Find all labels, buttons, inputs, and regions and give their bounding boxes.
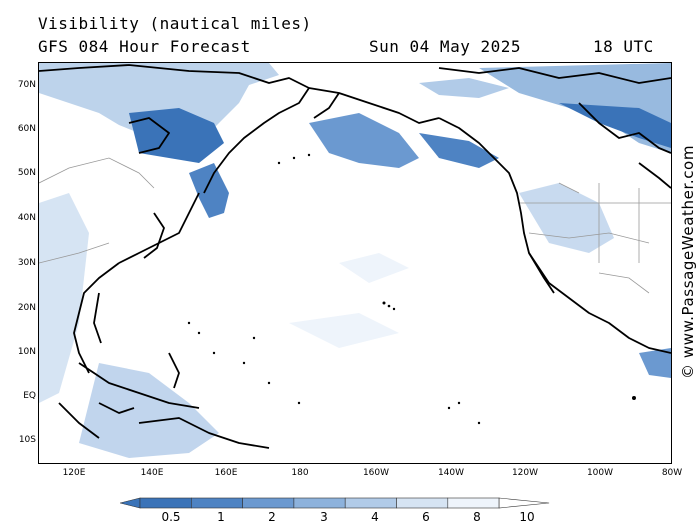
map-title: Visibility (nautical miles) [38, 14, 312, 33]
lat-label-10s: 10S [18, 435, 36, 445]
forecast-subtitle: GFS 084 Hour Forecast [38, 37, 251, 56]
lon-label-160e: 160E [214, 468, 238, 478]
legend-segment [293, 497, 346, 509]
legend-tick-2: 2 [268, 510, 276, 524]
legend-arrow-left [120, 497, 141, 509]
lat-label-70n: 70N [17, 80, 36, 90]
country-borders [39, 157, 671, 294]
lat-label-10n: 10N [17, 347, 36, 357]
legend-arrow-right [498, 497, 550, 509]
legend-tick-10: 10 [519, 510, 535, 524]
legend-tick-8: 8 [473, 510, 481, 524]
legend-tick-6: 6 [422, 510, 430, 524]
lon-label-160w: 160W [362, 468, 390, 478]
legend-segment [447, 497, 500, 509]
lon-label-100w: 100W [586, 468, 614, 478]
legend-segment [191, 497, 243, 509]
legend-tick-4: 4 [371, 510, 379, 524]
lat-label-20n: 20N [17, 303, 36, 313]
lat-label-eq: EQ [23, 391, 36, 401]
forecast-date: Sun 04 May 2025 [369, 37, 521, 56]
copyright-credit: © www.PassageWeather.com [679, 144, 697, 380]
lat-label-50n: 50N [17, 168, 36, 178]
lon-label-120e: 120E [62, 468, 86, 478]
legend-tick-1: 1 [217, 510, 225, 524]
lat-label-40n: 40N [17, 213, 36, 223]
lon-label-120w: 120W [511, 468, 539, 478]
visibility-legend [120, 497, 550, 509]
lat-label-60n: 60N [17, 124, 36, 134]
legend-segment [139, 497, 192, 509]
lon-label-80w: 80W [661, 468, 683, 478]
lon-label-180: 180 [291, 468, 309, 478]
legend-tick-3: 3 [320, 510, 328, 524]
legend-segment [242, 497, 295, 509]
lon-label-140w: 140W [437, 468, 465, 478]
lon-label-140e: 140E [140, 468, 164, 478]
lat-label-30n: 30N [17, 258, 36, 268]
legend-segment [344, 497, 397, 509]
pacific-islands [187, 153, 636, 425]
forecast-time: 18 UTC [593, 37, 654, 56]
visibility-map[interactable] [38, 62, 672, 464]
coastlines [39, 64, 671, 449]
legend-tick-0-5: 0.5 [161, 510, 181, 524]
visibility-shading [39, 63, 671, 458]
legend-segment [396, 497, 449, 509]
